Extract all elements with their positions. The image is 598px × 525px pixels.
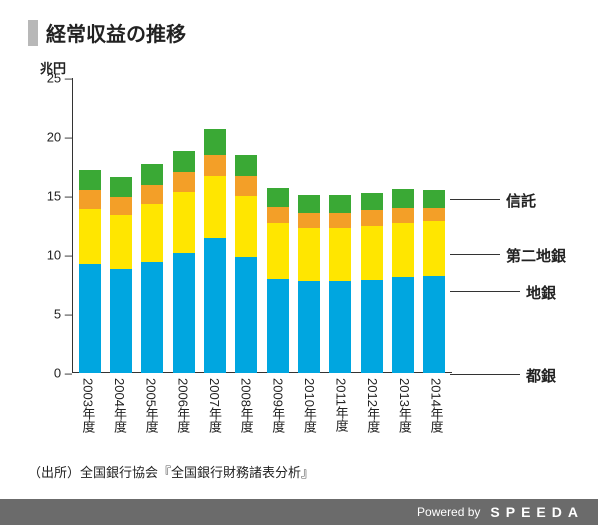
bar-column bbox=[361, 193, 383, 374]
x-tick-label: 2003年度 bbox=[78, 378, 97, 450]
legend-label-daini: 第二地銀 bbox=[506, 245, 566, 266]
bar-segment-shintaku bbox=[204, 129, 226, 155]
bar-segment-togin bbox=[141, 262, 163, 373]
bar-column bbox=[110, 177, 132, 373]
y-tick-label: 25 – bbox=[47, 71, 72, 86]
x-tick-label: 2007年度 bbox=[205, 378, 224, 450]
bar-segment-daini bbox=[361, 210, 383, 225]
bar-segment-togin bbox=[423, 276, 445, 373]
bar-segment-chigin bbox=[235, 196, 257, 257]
bar-segment-shintaku bbox=[79, 170, 101, 190]
bar-column bbox=[329, 195, 351, 373]
bar-segment-togin bbox=[329, 281, 351, 373]
bar-segment-chigin bbox=[392, 223, 414, 277]
bar-segment-chigin bbox=[204, 176, 226, 239]
bar-segment-togin bbox=[173, 253, 195, 373]
bar-segment-chigin bbox=[110, 215, 132, 269]
bar-segment-shintaku bbox=[361, 193, 383, 211]
bar-segment-togin bbox=[79, 264, 101, 373]
y-tick-label: 20 – bbox=[47, 130, 72, 145]
legend-label-togin: 都銀 bbox=[526, 365, 556, 386]
source-text: （出所）全国銀行協会『全国銀行財務諸表分析』 bbox=[28, 462, 314, 481]
bar-segment-shintaku bbox=[173, 151, 195, 172]
bar-segment-togin bbox=[235, 257, 257, 373]
bar-segment-chigin bbox=[329, 228, 351, 281]
bar-segment-daini bbox=[298, 213, 320, 228]
bar-column bbox=[235, 155, 257, 373]
powered-by-label: Powered by bbox=[417, 505, 480, 519]
x-tick-label: 2008年度 bbox=[237, 378, 256, 450]
bar-segment-daini bbox=[423, 208, 445, 221]
bar-segment-shintaku bbox=[110, 177, 132, 197]
x-tick-label: 2006年度 bbox=[173, 378, 192, 450]
bars-container bbox=[72, 78, 452, 373]
bar-column bbox=[79, 170, 101, 373]
chart-plot-area bbox=[72, 78, 452, 373]
chart-title: 経常収益の推移 bbox=[46, 18, 186, 47]
bar-segment-chigin bbox=[423, 221, 445, 276]
bar-segment-daini bbox=[79, 190, 101, 209]
footer-bar: Powered by SPEEDA bbox=[0, 499, 598, 525]
bar-segment-chigin bbox=[361, 226, 383, 280]
bar-segment-daini bbox=[173, 172, 195, 192]
legend-leader-line bbox=[450, 291, 520, 292]
bar-segment-daini bbox=[141, 185, 163, 204]
bar-segment-togin bbox=[392, 277, 414, 373]
bar-segment-chigin bbox=[79, 209, 101, 264]
bar-segment-togin bbox=[361, 280, 383, 373]
bar-segment-daini bbox=[235, 176, 257, 196]
legend-label-chigin: 地銀 bbox=[526, 282, 556, 303]
y-tick-label: 0 – bbox=[54, 366, 72, 381]
bar-column bbox=[173, 151, 195, 373]
bar-segment-shintaku bbox=[141, 164, 163, 185]
title-accent-bar bbox=[28, 20, 38, 46]
y-tick-label: 10 – bbox=[47, 248, 72, 263]
bar-segment-shintaku bbox=[298, 195, 320, 213]
chart-title-wrap: 経常収益の推移 bbox=[0, 0, 598, 47]
bar-segment-togin bbox=[298, 281, 320, 373]
x-tick-label: 2009年度 bbox=[268, 378, 287, 450]
bar-column bbox=[423, 190, 445, 373]
bar-segment-daini bbox=[110, 197, 132, 215]
bar-segment-shintaku bbox=[423, 190, 445, 208]
bar-column bbox=[392, 189, 414, 373]
bar-column bbox=[298, 195, 320, 373]
x-tick-label: 2014年度 bbox=[427, 378, 446, 450]
bar-segment-chigin bbox=[173, 192, 195, 252]
bar-segment-daini bbox=[204, 155, 226, 176]
x-tick-label: 2011年度 bbox=[332, 378, 351, 450]
bar-segment-togin bbox=[204, 238, 226, 373]
bar-column bbox=[267, 188, 289, 373]
bar-segment-shintaku bbox=[392, 189, 414, 208]
bar-segment-daini bbox=[267, 207, 289, 224]
bar-segment-togin bbox=[110, 269, 132, 373]
x-tick-label: 2005年度 bbox=[142, 378, 161, 450]
bar-segment-shintaku bbox=[267, 188, 289, 207]
x-tick-label: 2010年度 bbox=[300, 378, 319, 450]
brand-label: SPEEDA bbox=[490, 504, 584, 520]
x-axis-labels: 2003年度 2004年度 2005年度 2006年度 2007年度 2008年度 2009… bbox=[72, 378, 452, 450]
bar-segment-shintaku bbox=[329, 195, 351, 213]
bar-segment-chigin bbox=[141, 204, 163, 262]
bar-segment-daini bbox=[392, 208, 414, 223]
x-tick-label: 2004年度 bbox=[110, 378, 129, 450]
bar-column bbox=[141, 164, 163, 373]
y-tick-label: 15 – bbox=[47, 189, 72, 204]
bar-segment-shintaku bbox=[235, 155, 257, 176]
y-tick-label: 5 – bbox=[54, 307, 72, 322]
legend-leader-line bbox=[450, 199, 500, 200]
bar-column bbox=[204, 129, 226, 373]
x-tick-label: 2012年度 bbox=[363, 378, 382, 450]
legend-leader-line bbox=[450, 374, 520, 375]
bar-segment-chigin bbox=[267, 223, 289, 278]
bar-segment-daini bbox=[329, 213, 351, 228]
y-axis: 0 –5 –10 –15 –20 –25 – bbox=[40, 78, 72, 373]
bar-segment-togin bbox=[267, 279, 289, 373]
legend-label-shintaku: 信託 bbox=[506, 190, 536, 211]
x-tick-label: 2013年度 bbox=[395, 378, 414, 450]
bar-segment-chigin bbox=[298, 228, 320, 281]
legend-leader-line bbox=[450, 254, 500, 255]
